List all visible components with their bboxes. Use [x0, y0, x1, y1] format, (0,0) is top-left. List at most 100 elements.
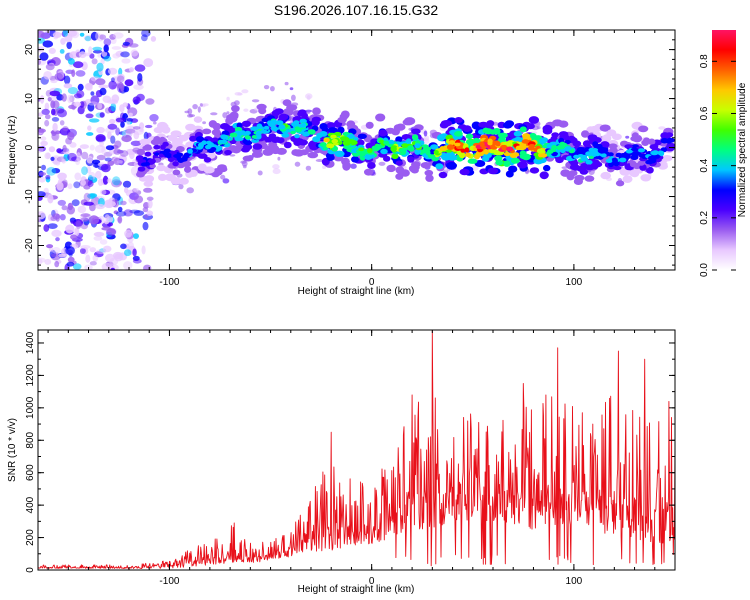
trace-inner-blob — [312, 136, 321, 143]
noise-blob — [87, 180, 94, 187]
trace-outer-blob — [517, 161, 528, 169]
noise-blob — [142, 221, 149, 231]
snr-x-axis: -100 0 100 — [47, 330, 676, 587]
snr-series-line — [38, 330, 675, 570]
trace-core-blob — [251, 135, 257, 139]
noise-blob — [117, 216, 123, 224]
trace-inner-blob — [235, 136, 244, 141]
trace-core-blob — [600, 153, 607, 158]
noise-blob — [145, 98, 155, 105]
noise-blob — [104, 157, 113, 162]
noise-blob — [141, 30, 151, 38]
spectrogram-x-axis: -100 0 100 — [47, 30, 676, 288]
trace-outer-blob — [395, 173, 404, 180]
trace-outer-blob — [438, 171, 448, 179]
noise-blob — [113, 148, 122, 155]
noise-blob — [87, 125, 92, 131]
noise-blob — [114, 253, 124, 262]
noise-blob — [95, 170, 102, 179]
speckle-blob — [140, 128, 145, 132]
trace-outer-blob — [440, 120, 453, 127]
trace-core-blob — [619, 157, 627, 163]
noise-blob — [38, 30, 45, 38]
noise-blob — [38, 211, 46, 220]
noise-blob — [141, 34, 148, 42]
trace-outer-blob — [386, 164, 396, 173]
noise-blob — [50, 156, 55, 161]
noise-blob — [42, 40, 54, 48]
noise-blob — [44, 119, 50, 127]
trace-inner-blob — [330, 134, 337, 139]
noise-blob — [56, 181, 64, 191]
noise-blob — [110, 228, 116, 234]
trace-core-blob — [448, 140, 456, 146]
colorbar-label: Normalized spectral amplitude — [737, 82, 748, 217]
noise-blob — [67, 256, 75, 263]
trace-outer-blob — [365, 121, 374, 129]
noise-blob — [120, 121, 125, 128]
trace-core-blob — [527, 146, 535, 151]
trace-outer-blob — [178, 134, 189, 142]
noise-blob — [40, 136, 47, 141]
trace-core-blob — [398, 148, 407, 153]
x-tick-label: 100 — [566, 277, 583, 288]
trace-inner-blob — [475, 150, 485, 157]
trace-outer-blob — [268, 141, 278, 148]
trace-outer-blob — [346, 120, 356, 129]
noise-blob — [130, 166, 138, 176]
trace-inner-blob — [347, 133, 355, 139]
trace-core-blob — [220, 139, 228, 144]
trace-inner-blob — [612, 165, 622, 171]
noise-blob — [94, 144, 106, 154]
noise-blob — [62, 126, 69, 132]
trace-mid-blob — [378, 129, 388, 137]
speckle-blob — [226, 96, 230, 101]
speckle-blob — [192, 104, 198, 110]
trace-mid-blob — [543, 164, 551, 172]
colorbar-axis: 0.0 0.2 0.4 0.6 0.8 — [699, 54, 736, 277]
speckle-blob — [284, 81, 289, 86]
trace-outer-blob — [471, 121, 481, 130]
noise-blob — [77, 83, 84, 91]
speckle-blob — [187, 114, 193, 118]
trace-core-blob — [427, 154, 436, 159]
trace-core-blob — [301, 122, 307, 128]
noise-blob — [89, 53, 95, 59]
noise-blob — [133, 195, 144, 204]
noise-blob — [143, 264, 152, 270]
noise-blob — [61, 93, 67, 102]
trace-outer-blob — [326, 122, 336, 129]
noise-blob — [128, 43, 139, 48]
trace-inner-blob — [645, 159, 654, 165]
colorbar-tick-label: 0.4 — [699, 158, 710, 172]
noise-blob — [99, 87, 107, 96]
noise-blob — [103, 38, 112, 46]
noise-blob — [89, 247, 97, 253]
trace-core-blob — [487, 138, 493, 144]
noise-blob — [45, 167, 51, 175]
trace-mid-blob — [482, 127, 490, 133]
noise-blob — [118, 67, 123, 76]
trace-core-blob — [229, 132, 238, 138]
trace-outer-blob — [420, 162, 431, 169]
trace-mid-blob — [489, 129, 497, 135]
trace-inner-blob — [666, 137, 675, 143]
trace-core-blob — [421, 144, 429, 149]
trace-inner-blob — [195, 136, 205, 143]
trace-mid-blob — [572, 140, 582, 147]
trace-core-blob — [605, 158, 613, 163]
trace-inner-blob — [319, 142, 327, 148]
trace-core-blob — [407, 145, 414, 151]
trace-outer-blob — [462, 125, 472, 132]
trace-core-blob — [454, 142, 461, 147]
trace-mid-blob — [481, 155, 490, 162]
noise-blob — [67, 202, 74, 211]
noise-blob — [73, 61, 84, 69]
noise-blob — [143, 58, 154, 68]
speckle-blob — [197, 106, 201, 113]
noise-blob — [63, 75, 71, 85]
noise-blob — [40, 140, 48, 146]
noise-blob — [88, 175, 93, 182]
trace-mid-blob — [182, 160, 192, 167]
